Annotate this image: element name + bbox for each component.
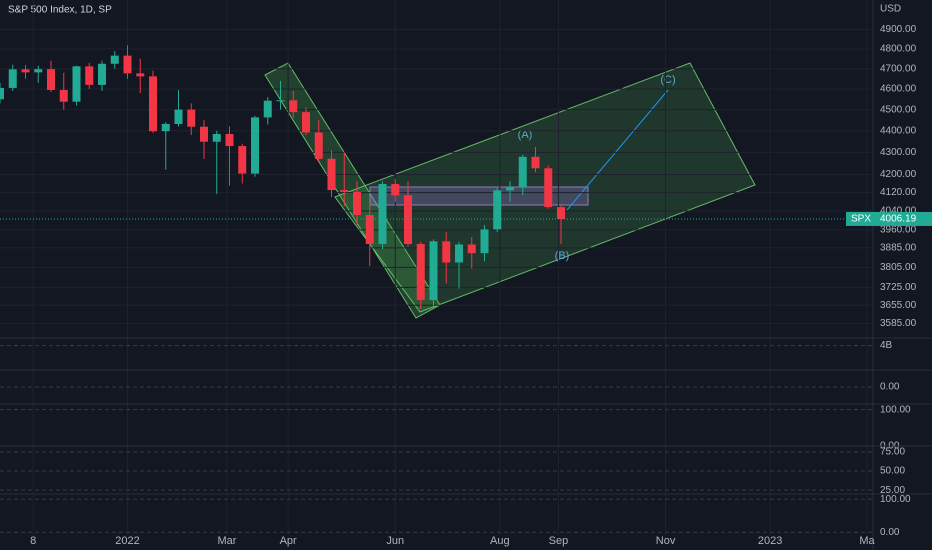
pane-tick-label: 50.00 bbox=[880, 466, 905, 477]
x-tick-label: 2023 bbox=[758, 535, 782, 547]
x-tick-label: Sep bbox=[549, 535, 569, 547]
candle-body bbox=[200, 126, 208, 142]
candle-body bbox=[531, 156, 540, 169]
x-tick-label: 8 bbox=[30, 535, 36, 547]
y-tick-label: 4900.00 bbox=[880, 24, 917, 35]
y-tick-label: 3655.00 bbox=[880, 300, 917, 311]
candle-body bbox=[442, 241, 451, 263]
pane-tick-label: 4B bbox=[880, 340, 893, 351]
candle-body bbox=[238, 146, 247, 174]
candle-body bbox=[21, 69, 30, 73]
candle-body bbox=[314, 132, 323, 159]
candle-body bbox=[467, 244, 476, 254]
last-price-label: 4006.19 bbox=[880, 214, 917, 225]
y-tick-label: 4500.00 bbox=[880, 104, 917, 115]
candle-body bbox=[544, 168, 553, 208]
y-tick-label: 4300.00 bbox=[880, 147, 917, 158]
x-tick-label: 2022 bbox=[115, 535, 139, 547]
candle-body bbox=[263, 100, 272, 118]
symbol-label: SPX bbox=[851, 214, 871, 225]
wave-label: (B) bbox=[555, 250, 570, 262]
candle-body bbox=[187, 109, 196, 127]
y-tick-label: 4120.00 bbox=[880, 187, 917, 198]
candle-body bbox=[518, 156, 527, 187]
candle-body bbox=[8, 69, 17, 88]
candle-body bbox=[416, 243, 425, 301]
x-tick-label: Apr bbox=[280, 535, 297, 547]
pane-tick-label: 25.00 bbox=[880, 485, 905, 496]
pane-tick-label: 75.00 bbox=[880, 446, 905, 457]
candle-body bbox=[340, 190, 349, 192]
candle-body bbox=[110, 55, 119, 64]
pane-tick-label: 0.00 bbox=[880, 382, 900, 393]
candle-body bbox=[174, 109, 183, 124]
last-price-box bbox=[846, 211, 932, 226]
candle-body bbox=[480, 229, 489, 254]
candle-body bbox=[47, 69, 55, 90]
y-tick-label: 4800.00 bbox=[880, 44, 917, 55]
candle-body bbox=[289, 100, 298, 113]
y-tick-label: 4400.00 bbox=[880, 125, 917, 136]
candle-body bbox=[161, 123, 170, 132]
wave-label: (C) bbox=[660, 74, 675, 86]
y-tick-label: 3960.00 bbox=[880, 224, 917, 235]
candle-body bbox=[85, 66, 94, 85]
candle-body bbox=[404, 195, 412, 244]
candle-body bbox=[98, 63, 106, 85]
candle-body bbox=[506, 186, 514, 191]
candle-body bbox=[455, 244, 463, 263]
candle-body bbox=[557, 207, 565, 219]
candle-body bbox=[149, 76, 157, 132]
y-tick-label: 3725.00 bbox=[880, 282, 917, 293]
wave-label: (A) bbox=[518, 129, 533, 141]
x-tick-label: Mar bbox=[217, 535, 236, 547]
candle-body bbox=[302, 112, 310, 133]
candle-body bbox=[212, 133, 221, 142]
candle-body bbox=[72, 66, 81, 102]
candle-body bbox=[123, 55, 132, 74]
pane-tick-label: 100.00 bbox=[880, 494, 911, 505]
y-tick-label: 3585.00 bbox=[880, 318, 917, 329]
resistance-zone bbox=[369, 186, 589, 206]
x-tick-label: Nov bbox=[656, 535, 676, 547]
x-tick-label: Jun bbox=[386, 535, 404, 547]
candle-body bbox=[391, 183, 400, 196]
candle-body bbox=[327, 158, 336, 191]
x-tick-label: Ma bbox=[859, 535, 875, 547]
y-tick-label: 4200.00 bbox=[880, 169, 917, 180]
candle-body bbox=[59, 89, 68, 102]
y-tick-label: 3885.00 bbox=[880, 242, 917, 253]
candle-body bbox=[34, 69, 43, 73]
x-tick-label: Aug bbox=[490, 535, 510, 547]
candle-body bbox=[0, 87, 4, 100]
pane-tick-label: 0.00 bbox=[880, 527, 900, 538]
candle-body bbox=[493, 190, 502, 230]
y-tick-label: 4040.00 bbox=[880, 206, 917, 217]
y-tick-label: 4600.00 bbox=[880, 84, 917, 95]
candle-body bbox=[276, 100, 285, 102]
chart-title: S&P 500 Index, 1D, SP bbox=[8, 5, 112, 16]
y-tick-label: 3805.00 bbox=[880, 262, 917, 273]
candle-body bbox=[365, 215, 374, 244]
candle-body bbox=[251, 117, 259, 174]
y-tick-label: 4700.00 bbox=[880, 63, 917, 74]
currency: USD bbox=[880, 4, 901, 15]
candle-body bbox=[136, 73, 145, 77]
candle-body bbox=[225, 133, 234, 147]
candle-body bbox=[429, 241, 438, 301]
candle-body bbox=[378, 183, 387, 244]
candle-body bbox=[353, 191, 361, 216]
pane-tick-label: 100.00 bbox=[880, 404, 911, 415]
